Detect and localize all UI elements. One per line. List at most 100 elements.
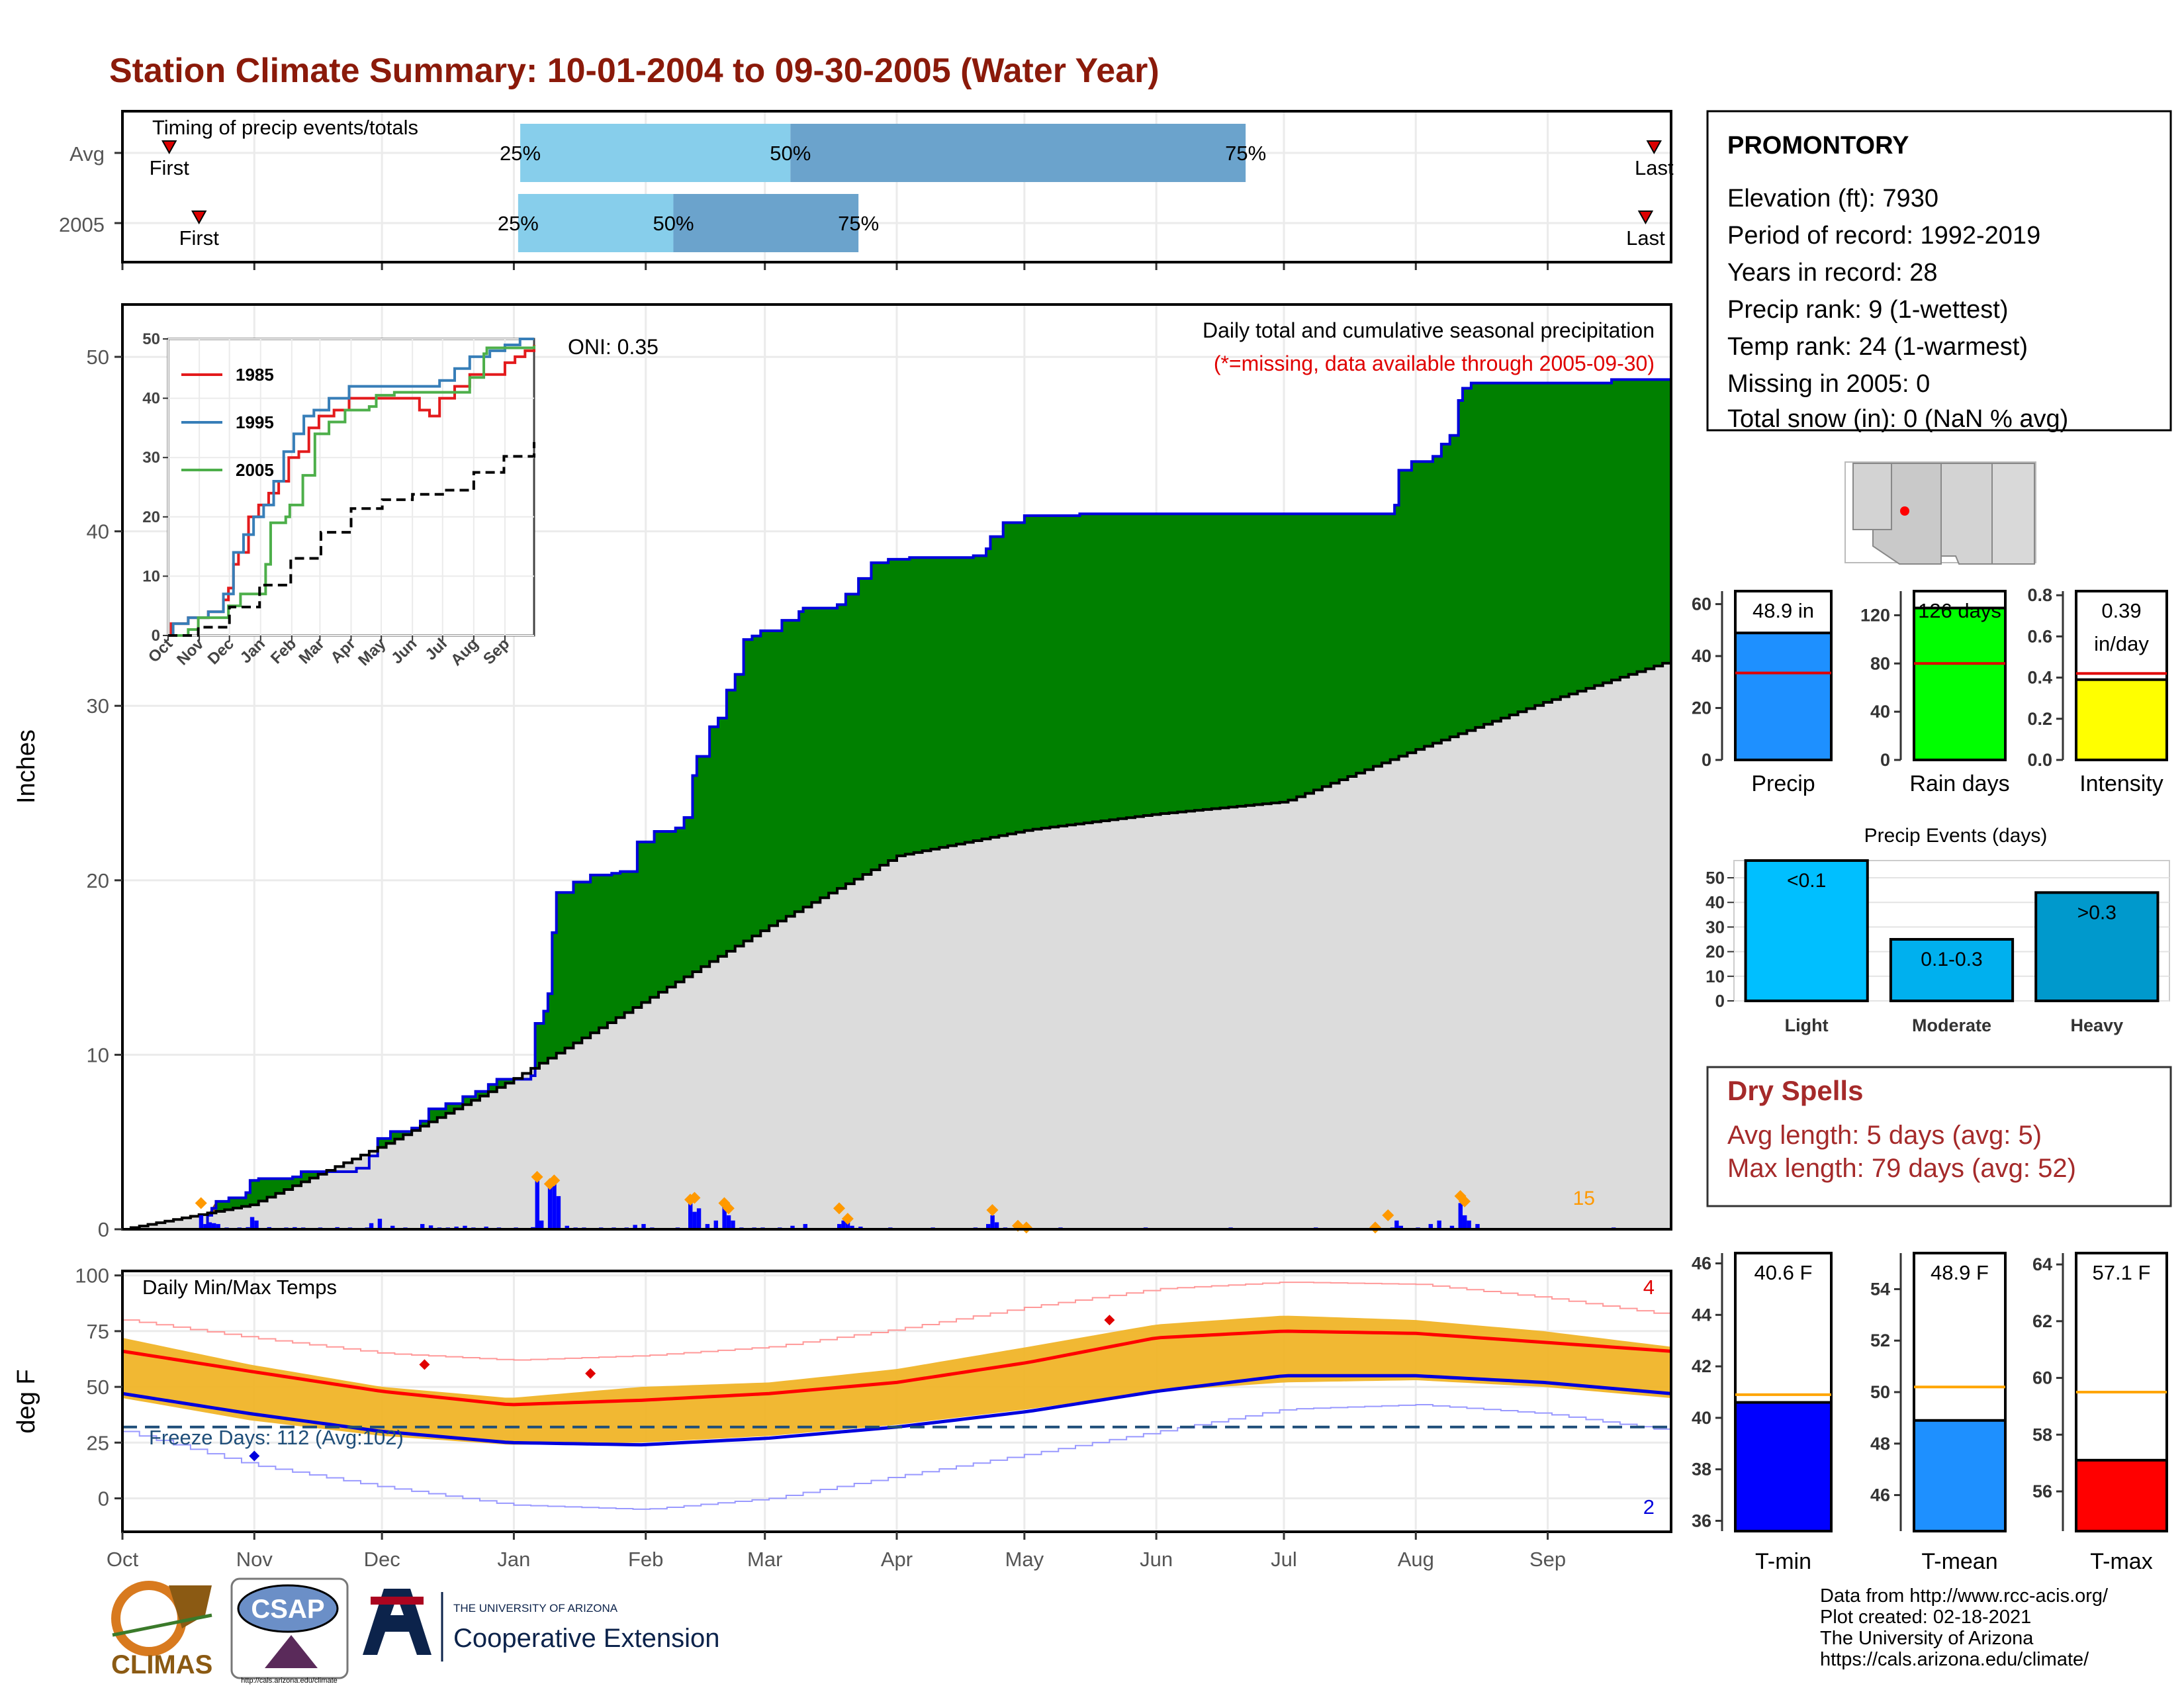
daily-precip-bar-62 xyxy=(837,1224,842,1229)
temp-x-tick-label-5: Mar xyxy=(747,1548,782,1571)
daily-precip-bar-9 xyxy=(254,1220,259,1229)
intensity-value-label-1: in/day xyxy=(2094,632,2149,655)
daily-precip-bar-3 xyxy=(212,1223,216,1229)
precip-y-tick-label-2: 20 xyxy=(87,869,109,892)
precip-total-category-label: Precip xyxy=(1751,771,1815,796)
events-y-tick-label-2: 20 xyxy=(1706,942,1725,962)
station-temp-rank: Temp rank: 24 (1-warmest) xyxy=(1727,333,2028,361)
timing-bar-early-1 xyxy=(518,194,674,252)
temp-x-tick-label-1: Nov xyxy=(236,1548,273,1571)
climas-logo: CLIMAS xyxy=(111,1581,212,1679)
inset-legend: 1985 1995 2005 xyxy=(181,365,274,480)
daily-precip-bar-81 xyxy=(1394,1220,1399,1229)
t-min-y-tick-label-3: 42 xyxy=(1692,1356,1711,1376)
timing-last-marker-1 xyxy=(1637,211,1654,225)
station-missing: Missing in 2005: 0 xyxy=(1727,370,1930,398)
daily-precip-bar-2 xyxy=(207,1222,212,1229)
extreme-precip-mark-8 xyxy=(833,1202,845,1215)
events-y-tick-label-1: 10 xyxy=(1706,966,1725,986)
timing-quartile-label-0-1: 50% xyxy=(770,142,811,165)
daily-precip-bar-72 xyxy=(994,1222,999,1229)
daily-precip-bar-22 xyxy=(420,1224,425,1229)
daily-precip-bar-23 xyxy=(428,1225,433,1229)
t-min-y-tick-label-2: 40 xyxy=(1692,1408,1711,1428)
map-state-west xyxy=(1852,463,1892,530)
precip-y-tick-label-3: 30 xyxy=(87,694,109,718)
temp-y-tick-label-0: 0 xyxy=(98,1487,109,1510)
t-max-value-label-0: 57.1 F xyxy=(2093,1261,2151,1284)
footer-credits: Data from http://www.rcc-acis.org/ Plot … xyxy=(1820,1585,2109,1670)
daily-precip-bar-19 xyxy=(377,1219,383,1229)
timing-last-label-1: Last xyxy=(1626,226,1665,250)
record-max-line xyxy=(122,1282,1672,1361)
temp-x-tick-label-8: Jun xyxy=(1140,1548,1173,1571)
t-max-y-tick-label-2: 60 xyxy=(2032,1368,2052,1388)
precip-y-tick-label-5: 50 xyxy=(87,346,109,369)
ua-letter-a-band xyxy=(371,1597,424,1605)
t-mean-category-label: T-mean xyxy=(1921,1549,1997,1574)
intensity-y-tick-label-1: 0.2 xyxy=(2027,709,2052,729)
rain-days-category-label: Rain days xyxy=(1909,771,2009,796)
daily-precip-bar-36 xyxy=(552,1184,557,1229)
daily-precip-bar-71 xyxy=(990,1215,995,1229)
timing-row-label-avg: Avg xyxy=(69,142,105,165)
station-years: Years in record: 28 xyxy=(1727,259,1938,287)
temp-title: Daily Min/Max Temps xyxy=(142,1276,337,1299)
t-min-category-label: T-min xyxy=(1755,1549,1811,1574)
daily-precip-bar-37 xyxy=(556,1196,561,1229)
extreme-precip-mark-14 xyxy=(1382,1209,1394,1221)
precip-total-y-tick-label-1: 20 xyxy=(1692,698,1711,718)
daily-precip-bar-34 xyxy=(539,1220,544,1229)
events-category-label-2: Heavy xyxy=(2071,1015,2124,1035)
events-y-tick-label-5: 50 xyxy=(1706,868,1725,888)
timing-panel: 25% 50% 75% First Last 25% 50% 75% First Last Tim… xyxy=(59,110,1674,270)
dry-spells-title: Dry Spells xyxy=(1727,1075,1863,1106)
daily-precip-bar-33 xyxy=(535,1176,539,1229)
timing-frame xyxy=(121,110,1672,263)
rain-days-y-tick-label-3: 120 xyxy=(1860,605,1890,625)
precip-total-value-label-0: 48.9 in xyxy=(1752,599,1814,622)
temp-extreme-marks xyxy=(249,1315,1115,1462)
locator-map xyxy=(1844,461,2036,565)
extreme-precip-mark-10 xyxy=(986,1204,999,1217)
inset-legend-label-0: 1985 xyxy=(236,365,274,385)
events-y-tick-label-3: 30 xyxy=(1706,917,1725,937)
daily-precip-bar-54 xyxy=(726,1215,731,1229)
intensity-category-label: Intensity xyxy=(2079,771,2163,796)
daily-precip-bar-20 xyxy=(390,1225,395,1229)
summary-bar-panels: 0 20 40 60 48.9 in Precip 0 40 80 120 126 days Rain… xyxy=(1692,585,2168,1574)
timing-bars: 25% 50% 75% First Last 25% 50% 75% First Last xyxy=(150,124,1674,252)
inset-y-tick-label-0: 0 xyxy=(152,627,160,645)
timing-first-label-0: First xyxy=(150,156,190,179)
temp-x-axis: Oct Nov Dec Jan Feb Mar Apr May Jun Jul Aug Sep xyxy=(107,1532,1566,1571)
daily-precip-bar-4 xyxy=(216,1224,220,1229)
daily-precip-bar-1 xyxy=(203,1224,208,1229)
precip-total-value-bar xyxy=(1734,632,1833,762)
timing-last-label-0: Last xyxy=(1635,156,1674,179)
events-y-tick-label-4: 40 xyxy=(1706,892,1725,912)
climas-swoosh xyxy=(112,1613,212,1637)
inset-lines xyxy=(168,338,535,637)
ua-small-text: THE UNIVERSITY OF ARIZONA xyxy=(453,1602,618,1615)
daily-precip-bar-63 xyxy=(841,1220,846,1229)
t-max-y-tick-label-1: 58 xyxy=(2032,1425,2052,1444)
daily-precip-bar-38 xyxy=(565,1225,569,1229)
t-min-value-bar xyxy=(1734,1401,1833,1533)
t-min-y-tick-label-4: 44 xyxy=(1692,1305,1711,1325)
extreme-precip-mark-9 xyxy=(841,1213,854,1225)
events-chart: 0 10 20 30 40 50 <0.1 Light 0.1-0.3 Moderate >0.3 H… xyxy=(1706,859,2170,1035)
daily-precip-bar-70 xyxy=(986,1224,991,1229)
extreme-precip-mark-16 xyxy=(1459,1195,1471,1207)
temp-y-label: deg F xyxy=(13,1369,40,1433)
extreme-count: 15 xyxy=(1573,1188,1595,1209)
daily-precip-bar-27 xyxy=(463,1225,467,1229)
timing-bar-late-0 xyxy=(790,124,1246,182)
daily-precip-bar-52 xyxy=(713,1220,718,1229)
precip-y-axis: 0 10 20 30 40 50 xyxy=(87,346,122,1241)
oni-label: ONI: 0.35 xyxy=(568,335,659,359)
precip-total-y-tick-label-2: 40 xyxy=(1692,646,1711,666)
extreme-precip-mark-5 xyxy=(688,1192,701,1204)
station-elevation: Elevation (ft): 7930 xyxy=(1727,185,1938,212)
temp-x-tick-label-6: Apr xyxy=(881,1548,913,1571)
